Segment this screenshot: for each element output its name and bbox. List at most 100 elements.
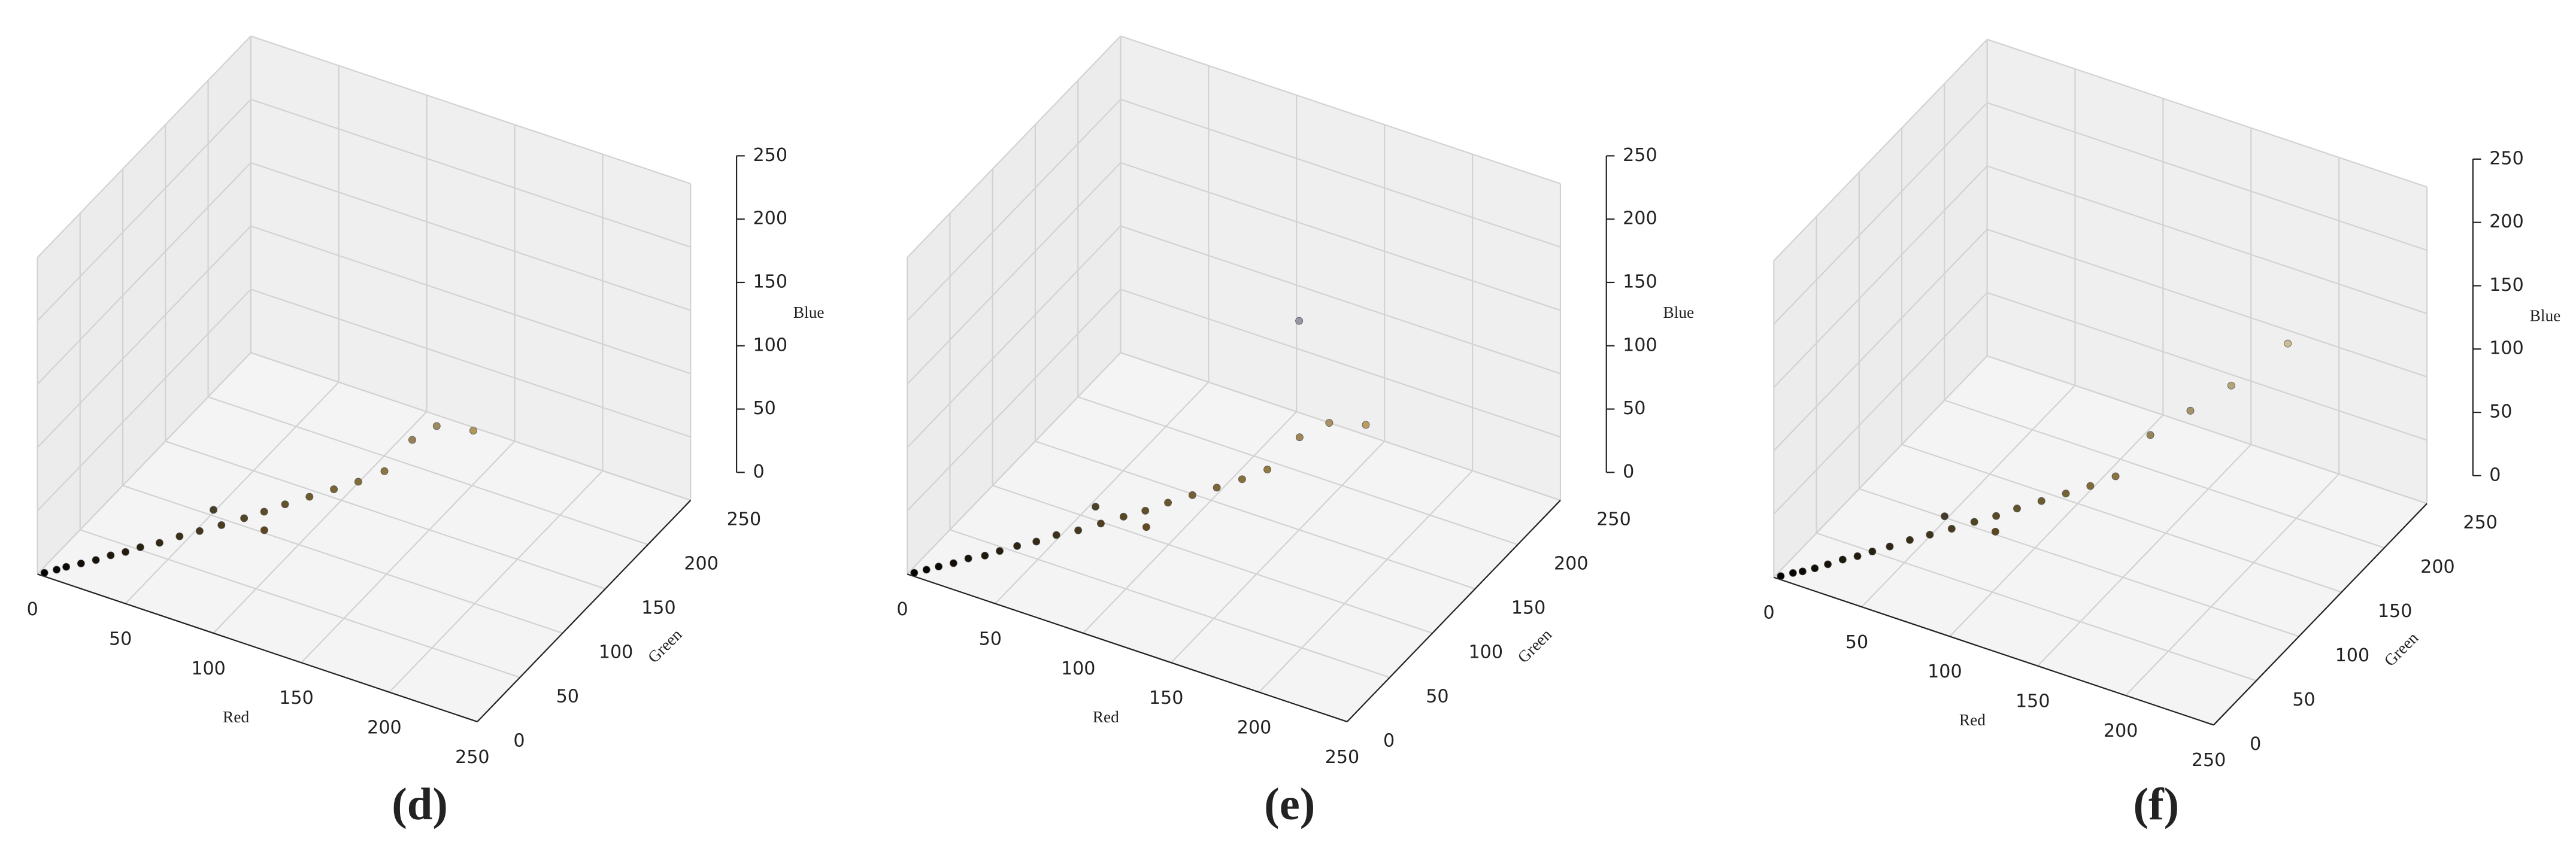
data-point: [1052, 531, 1060, 539]
z-tick-label: 50: [2489, 402, 2512, 423]
z-tick-label: 0: [1623, 461, 1634, 482]
y-tick-label: 250: [2463, 512, 2497, 533]
grid-line: [1987, 229, 2427, 378]
x-axis-label: Red: [223, 708, 249, 726]
data-point: [1119, 512, 1128, 521]
y-axis-line: [1346, 500, 1561, 722]
floor-pane: [37, 352, 691, 722]
grid-line: [2037, 443, 2252, 667]
grid-line: [1171, 440, 1385, 664]
grid-line: [1120, 35, 1561, 185]
z-tick-label: 250: [2489, 148, 2523, 169]
x-tick-label: 200: [367, 717, 402, 738]
x-tick-label: 250: [1325, 747, 1360, 768]
data-point: [1947, 525, 1956, 533]
data-point: [77, 560, 85, 567]
grid-line: [250, 35, 691, 185]
y-tick-label: 50: [556, 686, 579, 707]
grid-line: [1773, 292, 1988, 515]
x-tick-label: 0: [1763, 603, 1774, 624]
grid-line: [250, 288, 691, 438]
data-point: [408, 436, 416, 444]
data-point: [1032, 537, 1041, 546]
data-point: [1141, 506, 1150, 515]
z-tick-label: 150: [2489, 275, 2523, 296]
grid-line: [907, 225, 1122, 448]
grid-line: [1083, 411, 1298, 634]
grid-line: [1987, 102, 2427, 251]
grid-line: [907, 352, 1122, 575]
grid-line: [250, 225, 691, 375]
data-point: [305, 493, 314, 501]
y-tick-label: 200: [1554, 553, 1589, 574]
z-tick-label: 200: [753, 208, 787, 229]
data-point: [2284, 339, 2292, 348]
data-point: [469, 427, 477, 434]
grid-line: [1773, 102, 1988, 325]
back-pane: [1120, 36, 1560, 500]
y-axis-label: Green: [2381, 628, 2422, 670]
data-point: [62, 563, 71, 571]
grid-line: [165, 440, 606, 589]
data-point: [1213, 484, 1221, 492]
grid-line: [37, 352, 251, 575]
data-point: [922, 566, 931, 574]
grid-line: [1944, 399, 2385, 549]
data-point: [217, 521, 226, 529]
z-axis-label: Blue: [2530, 307, 2561, 325]
data-point: [1838, 555, 1847, 564]
x-axis-label: Red: [1093, 708, 1119, 726]
data-point: [2227, 381, 2235, 390]
x-tick-label: 150: [2016, 691, 2050, 712]
data-point: [910, 569, 919, 577]
left-pane: [907, 36, 1121, 575]
data-point: [1092, 503, 1099, 511]
data-point: [195, 527, 204, 535]
data-point: [2013, 504, 2021, 513]
data-point: [92, 556, 100, 564]
z-tick-label: 50: [1623, 398, 1645, 419]
data-point: [964, 554, 972, 563]
x-tick-label: 250: [455, 747, 490, 768]
data-point: [210, 506, 217, 514]
grid-line: [1120, 288, 1561, 438]
data-point: [53, 566, 60, 574]
grid-line: [1949, 414, 2164, 637]
grid-line: [1120, 225, 1561, 375]
data-point: [2037, 497, 2045, 505]
grid-line: [250, 352, 691, 501]
data-point: [1970, 518, 1978, 526]
grid-line: [1077, 396, 1519, 545]
data-point: [40, 569, 49, 577]
data-point: [1941, 512, 1949, 521]
grid-line: [1035, 440, 1475, 589]
data-point: [1811, 564, 1819, 573]
grid-line: [37, 99, 251, 321]
z-tick-label: 150: [753, 271, 787, 292]
grid-line: [1987, 165, 2427, 315]
data-point: [136, 543, 144, 551]
z-tick-label: 100: [753, 335, 787, 355]
x-tick-label: 200: [1237, 717, 1272, 738]
z-tick-label: 250: [1623, 145, 1657, 166]
grid-line: [125, 381, 340, 604]
x-tick-label: 150: [1149, 688, 1184, 709]
grid-line: [208, 396, 648, 545]
caption: (f): [2133, 779, 2180, 829]
x-axis-label: Red: [1959, 711, 1986, 729]
data-point: [1013, 542, 1022, 550]
grid-line: [950, 529, 1390, 678]
data-point: [1992, 512, 2001, 520]
data-point: [1853, 552, 1862, 560]
grid-line: [1258, 470, 1473, 693]
grid-line: [80, 529, 520, 678]
data-point: [122, 548, 130, 556]
data-point: [2111, 472, 2120, 481]
x-tick-label: 0: [896, 599, 908, 620]
z-tick-label: 50: [753, 398, 775, 419]
data-point: [1777, 572, 1785, 580]
grid-line: [301, 440, 516, 664]
data-point: [155, 539, 163, 547]
x-tick-label: 50: [1845, 632, 1868, 653]
